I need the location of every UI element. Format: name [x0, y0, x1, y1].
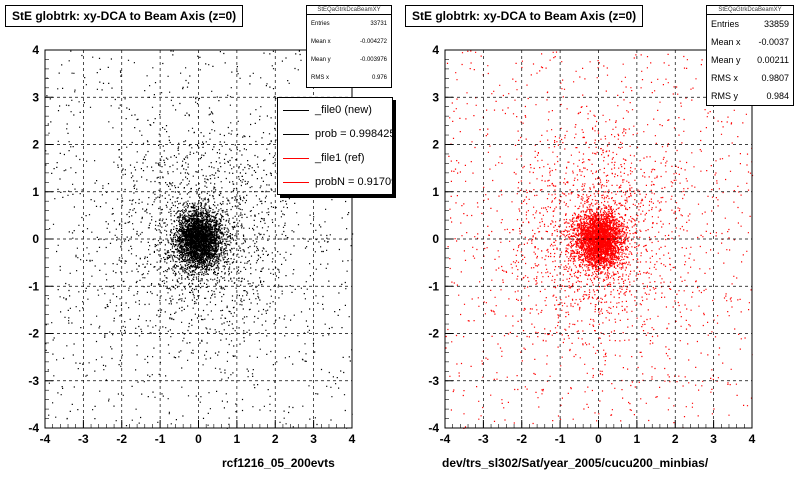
x-tick-label: -1	[555, 432, 566, 446]
left-stats-label: Entries	[311, 21, 330, 27]
left-stats-value: -0.003976	[359, 57, 387, 63]
y-tick-label: -3	[28, 374, 39, 388]
right-stats-row: Mean y 0.00211	[707, 51, 793, 69]
x-tick-label: 3	[310, 432, 317, 446]
right-footer-label: dev/trs_sl302/Sat/year_2005/cucu200_minb…	[442, 456, 709, 470]
legend-line	[283, 110, 309, 111]
right-panel: -4 -3 -2 -1 0 1 2 3 4 -4 -3 -2 -1 0 1 2 3 4 StE globtrk: …	[400, 0, 800, 480]
scatter-points	[45, 50, 354, 429]
y-tick-label: -1	[428, 279, 439, 293]
x-tick-label: -3	[78, 432, 89, 446]
left-panel: -4 -3 -2 -1 0 1 2 3 4 -4 -3 -2 -1 0 1 2 3 4 StE globtrk: …	[5, 5, 393, 470]
y-tick-label: -3	[428, 374, 439, 388]
y-tick-label: 3	[432, 90, 439, 104]
x-tick-label: -2	[516, 432, 527, 446]
x-tick-label: -4	[40, 432, 51, 446]
x-tick-label: 0	[595, 432, 602, 446]
y-tick-label: -4	[428, 421, 439, 435]
legend-entry: probN = 0.917095	[278, 170, 392, 194]
legend-box: _file0 (new) prob = 0.998425 _file1 (ref…	[277, 97, 393, 195]
left-stats-label: Mean y	[311, 57, 331, 63]
y-tick-label: 1	[432, 185, 439, 199]
left-stats-value: -0.004272	[359, 39, 387, 45]
left-stats-row: Mean x -0.004272	[307, 33, 391, 51]
legend-text: _file0 (new)	[315, 104, 372, 116]
right-stats-label: RMS y	[711, 91, 738, 101]
right-stats-label: Mean x	[711, 37, 741, 47]
right-stats-row: Mean x -0.0037	[707, 33, 793, 51]
legend-line	[283, 134, 309, 135]
left-stats-value: 0.976	[371, 75, 387, 81]
y-tick-label: 4	[32, 43, 39, 57]
right-stats-name: StEQaGtrkDcaBeamXY	[707, 6, 793, 15]
legend-entry: _file0 (new)	[278, 98, 392, 122]
legend-entry: prob = 0.998425	[278, 122, 392, 146]
x-tick-label: 2	[272, 432, 279, 446]
x-tick-label: 0	[195, 432, 202, 446]
y-tick-label: 1	[32, 185, 39, 199]
x-tick-label: -3	[478, 432, 489, 446]
y-tick-label: 2	[32, 138, 39, 152]
y-tick-label: 2	[432, 138, 439, 152]
x-tick-label: 1	[634, 432, 641, 446]
right-stats-box: StEQaGtrkDcaBeamXY Entries 33859 Mean x -0…	[706, 5, 794, 106]
legend-text: probN = 0.917095	[315, 176, 392, 188]
right-stats-row: RMS x 0.9807	[707, 69, 793, 87]
y-tick-label: 0	[432, 232, 439, 246]
x-tick-label: 4	[349, 432, 356, 446]
right-stats-value: 0.9807	[761, 73, 789, 83]
right-stats-value: 0.00211	[757, 55, 789, 65]
y-tick-label: -4	[28, 421, 39, 435]
left-stats-label: Mean x	[311, 39, 331, 45]
legend-line	[283, 182, 309, 183]
x-tick-label: 3	[710, 432, 717, 446]
right-stats-value: 33859	[763, 19, 789, 29]
right-stats-row: Entries 33859	[707, 15, 793, 33]
x-tick-label: -1	[155, 432, 166, 446]
legend-line	[283, 158, 309, 159]
left-stats-name: StEQaGtrkDcaBeamXY	[307, 6, 391, 15]
right-stats-row: RMS y 0.984	[707, 87, 793, 105]
x-tick-label: 2	[672, 432, 679, 446]
right-stats-label: RMS x	[711, 73, 738, 83]
left-stats-label: RMS x	[311, 75, 329, 81]
y-tick-label: -2	[428, 327, 439, 341]
right-stats-value: 0.984	[766, 91, 789, 101]
x-tick-label: 4	[749, 432, 756, 446]
right-stats-value: -0.0037	[758, 37, 789, 47]
legend-entry: _file1 (ref)	[278, 146, 392, 170]
x-tick-label: -4	[440, 432, 451, 446]
right-plot-title: StE globtrk: xy-DCA to Beam Axis (z=0)	[405, 5, 644, 27]
left-stats-value: 33731	[370, 21, 387, 27]
left-plot-title: StE globtrk: xy-DCA to Beam Axis (z=0)	[5, 5, 244, 27]
left-footer-label: rcf1216_05_200evts	[222, 456, 335, 470]
legend-text: prob = 0.998425	[315, 128, 393, 140]
y-tick-label: 0	[32, 232, 39, 246]
left-stats-row: Entries 33731	[307, 15, 391, 33]
left-scatter-plot: -4 -3 -2 -1 0 1 2 3 4 -4 -3 -2 -1 0 1 2 3 4	[28, 43, 356, 446]
right-stats-label: Entries	[711, 19, 740, 29]
left-stats-row: RMS x 0.976	[307, 69, 391, 87]
y-tick-label: -1	[28, 279, 39, 293]
left-stats-row: Mean y -0.003976	[307, 51, 391, 69]
scatter-points	[445, 50, 754, 430]
y-tick-label: 3	[32, 90, 39, 104]
legend-text: _file1 (ref)	[315, 152, 365, 164]
x-tick-label: 1	[234, 432, 241, 446]
left-stats-box: StEQaGtrkDcaBeamXY Entries 33731 Mean x -0…	[306, 5, 392, 88]
x-tick-label: -2	[116, 432, 127, 446]
y-tick-label: 4	[432, 43, 439, 57]
y-tick-label: -2	[28, 327, 39, 341]
right-stats-label: Mean y	[711, 55, 741, 65]
right-scatter-plot: -4 -3 -2 -1 0 1 2 3 4 -4 -3 -2 -1 0 1 2 3 4	[428, 43, 756, 446]
